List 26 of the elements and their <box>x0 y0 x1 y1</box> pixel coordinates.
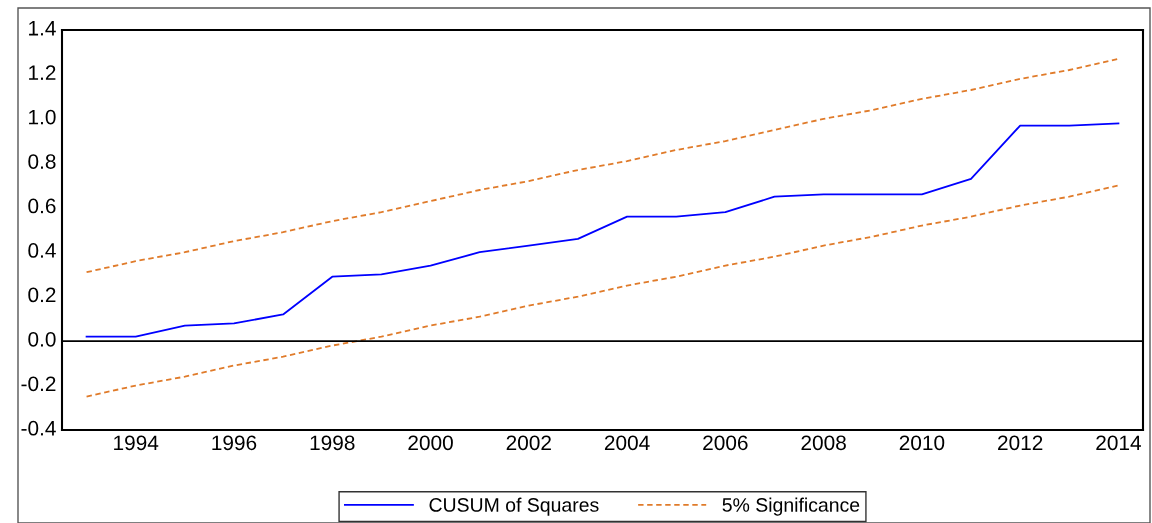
x-tick-label: 2012 <box>998 435 1043 451</box>
line-series <box>85 122 1120 338</box>
x-tick-label: 2010 <box>899 435 945 451</box>
x-tick-label: 1998 <box>310 435 355 451</box>
x-tick-label: 1996 <box>212 435 257 451</box>
y-tick-label: 0.8 <box>28 154 56 169</box>
x-tick-label: 1994 <box>114 435 159 451</box>
x-tick-label: 2008 <box>801 435 846 451</box>
legend-label: 5% Significance <box>722 497 860 516</box>
y-tick-label: 0.2 <box>28 287 56 303</box>
line-series <box>85 57 1120 274</box>
y-tick-label: -0.2 <box>21 376 56 392</box>
line-series <box>85 184 1120 398</box>
y-tick-label: 0.6 <box>28 198 56 214</box>
y-tick-label: 0.4 <box>28 243 56 258</box>
y-tick-label: -0.4 <box>21 420 56 436</box>
x-tick-label: 2000 <box>408 435 453 451</box>
legend-label: CUSUM of Squares <box>429 497 599 516</box>
y-tick-label: 1.0 <box>29 109 56 125</box>
y-tick-label: 1.4 <box>29 21 56 36</box>
y-tick-label: 0.0 <box>28 331 56 347</box>
x-tick-label: 2006 <box>703 435 748 451</box>
x-tick-label: 2004 <box>604 435 650 451</box>
x-tick-label: 2014 <box>1096 435 1141 451</box>
y-tick-label: 1.2 <box>29 65 56 80</box>
x-tick-label: 2002 <box>506 435 551 451</box>
